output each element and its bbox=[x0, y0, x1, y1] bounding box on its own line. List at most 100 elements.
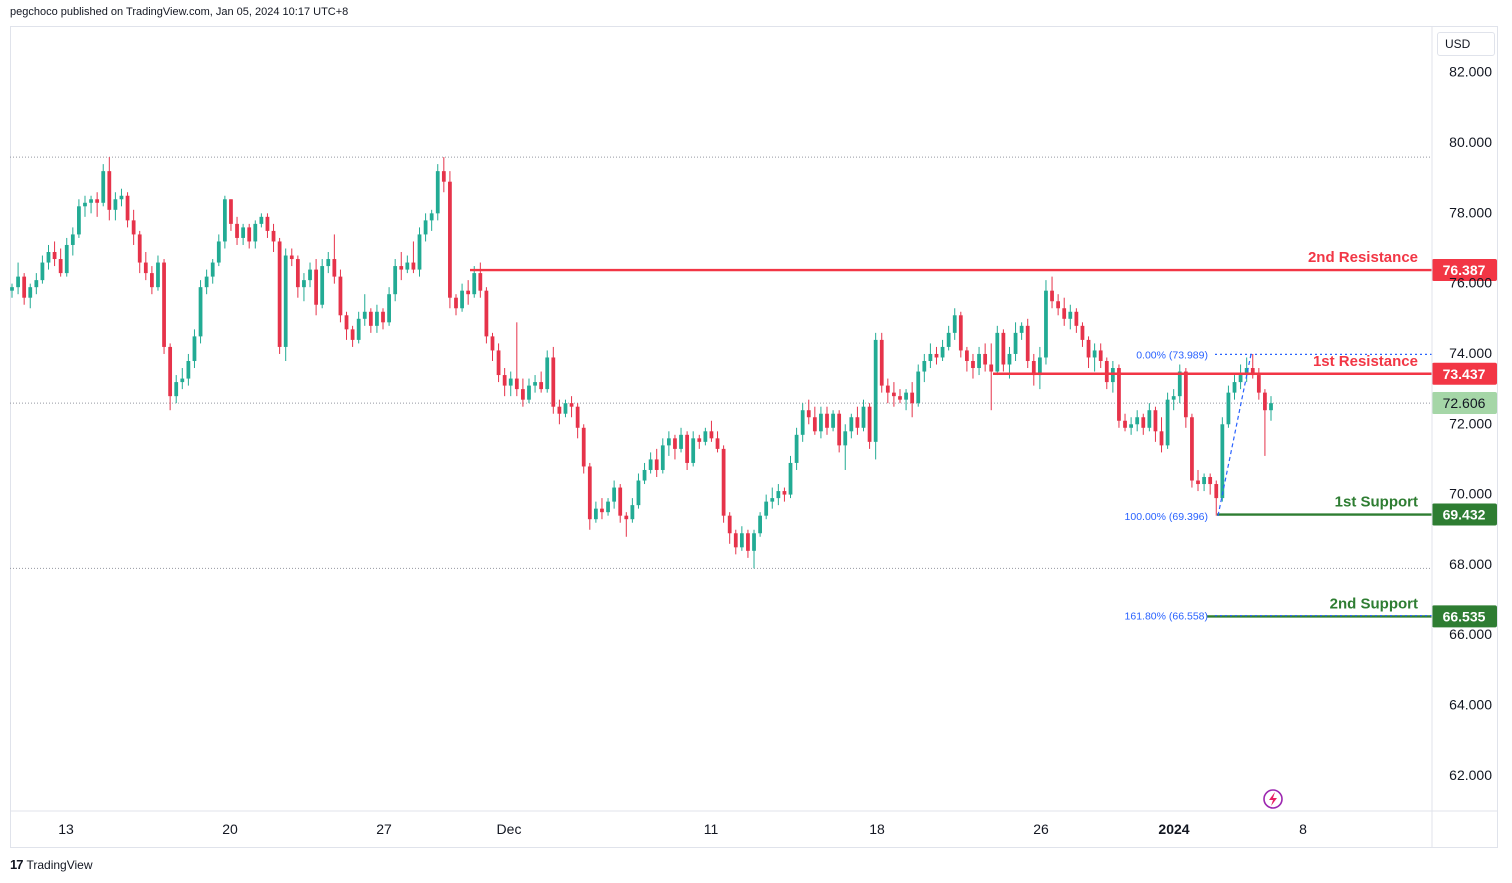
candle-body bbox=[156, 262, 160, 288]
candle-body bbox=[1244, 368, 1249, 376]
price-tick-label: 68.000 bbox=[1449, 556, 1492, 572]
candle-body bbox=[216, 241, 221, 263]
candle-body bbox=[1202, 477, 1206, 485]
candle-body bbox=[691, 438, 696, 463]
candle-body bbox=[362, 311, 367, 319]
candle-body bbox=[64, 244, 69, 274]
level-price-label: 69.432 bbox=[1443, 507, 1486, 523]
candle-body bbox=[1141, 417, 1146, 428]
candle-body bbox=[782, 491, 787, 495]
candle-body bbox=[1190, 417, 1194, 481]
candle-body bbox=[1183, 371, 1188, 418]
price-tick-label: 76.000 bbox=[1449, 275, 1492, 291]
candle-body bbox=[940, 346, 945, 358]
candle-body bbox=[1208, 477, 1213, 485]
candle-body bbox=[946, 332, 951, 347]
candle-body bbox=[405, 262, 410, 270]
candle-body bbox=[581, 427, 586, 467]
candle-body bbox=[460, 290, 464, 309]
candle-body bbox=[679, 434, 683, 449]
candle-body bbox=[186, 360, 191, 379]
candle-body bbox=[1068, 311, 1073, 319]
candle-body bbox=[1226, 392, 1231, 425]
candle-body bbox=[454, 297, 458, 309]
candle-body bbox=[10, 287, 14, 291]
candle-body bbox=[843, 431, 848, 446]
candle-body bbox=[22, 276, 27, 298]
candle-body bbox=[478, 273, 483, 291]
tradingview-brand[interactable]: 17 TradingView bbox=[10, 857, 93, 872]
candle-body bbox=[806, 410, 811, 418]
candle-body bbox=[107, 171, 112, 210]
candle-body bbox=[660, 445, 665, 470]
candle-body bbox=[314, 269, 318, 305]
candle-body bbox=[502, 375, 507, 386]
level-price-badge bbox=[1432, 605, 1497, 628]
candle-body bbox=[1129, 424, 1133, 428]
candle-body bbox=[271, 230, 276, 242]
candle-body bbox=[1263, 392, 1267, 411]
time-tick-label: 2024 bbox=[1158, 821, 1189, 837]
fib-label: 100.00% (69.396) bbox=[1125, 511, 1208, 523]
candle-body bbox=[70, 234, 75, 245]
candle-body bbox=[399, 266, 404, 270]
time-tick-label: 26 bbox=[1033, 821, 1049, 837]
candle-body bbox=[545, 357, 550, 390]
fib-label: 0.00% (73.989) bbox=[1136, 349, 1208, 361]
candle-body bbox=[344, 315, 349, 330]
candle-body bbox=[849, 417, 854, 432]
price-tick-label: 64.000 bbox=[1449, 697, 1492, 713]
candle-body bbox=[222, 199, 227, 242]
price-axis[interactable]: 82.000 80.000 78.000 76.000 74.000 72.000 70.0… bbox=[1431, 27, 1492, 848]
candle-body bbox=[916, 371, 921, 404]
candle-body bbox=[551, 357, 556, 407]
candle-body bbox=[721, 448, 726, 516]
candle-body bbox=[508, 378, 513, 386]
brand-text: TradingView bbox=[26, 857, 93, 872]
candle-body bbox=[539, 382, 544, 390]
candle-body bbox=[174, 382, 179, 397]
candle-body bbox=[1135, 417, 1140, 425]
candle-body bbox=[125, 195, 130, 221]
candle-body bbox=[958, 315, 963, 351]
candle-body bbox=[356, 318, 361, 340]
candle-body bbox=[381, 311, 385, 323]
candle-body bbox=[46, 252, 51, 263]
candle-body bbox=[472, 273, 477, 295]
candle-body bbox=[575, 406, 580, 428]
candle-body bbox=[624, 515, 629, 520]
candle-body bbox=[192, 336, 197, 361]
candle-body bbox=[715, 438, 720, 449]
candle-body bbox=[1232, 382, 1237, 393]
candle-body bbox=[819, 413, 823, 432]
lightning-icon[interactable] bbox=[1263, 789, 1283, 809]
candle-body bbox=[168, 346, 173, 397]
candle-body bbox=[1031, 360, 1036, 376]
candle-body bbox=[283, 255, 288, 347]
time-tick-label: 8 bbox=[1299, 821, 1307, 837]
candle-body bbox=[630, 505, 635, 520]
candle-body bbox=[1214, 484, 1219, 499]
candle-body bbox=[289, 255, 294, 260]
candle-body bbox=[162, 262, 166, 347]
candle-body bbox=[77, 206, 81, 235]
candle-body bbox=[52, 252, 57, 260]
price-tick-label: 82.000 bbox=[1449, 64, 1492, 80]
candle-body bbox=[417, 234, 422, 270]
level-price-label: 76.387 bbox=[1443, 262, 1486, 278]
level-price-badge bbox=[1432, 362, 1497, 385]
level-price-badge bbox=[1432, 503, 1497, 526]
candle-body bbox=[965, 350, 969, 361]
currency-selector[interactable]: USD bbox=[1437, 32, 1495, 56]
candle-body bbox=[776, 491, 781, 499]
time-axis[interactable]: 13 20 27 Dec 11 18 26 2024 8 bbox=[10, 810, 1497, 837]
candle-body bbox=[259, 216, 264, 224]
candle-body bbox=[1001, 332, 1006, 365]
level-name: 1st Support bbox=[1335, 494, 1418, 511]
candle-body bbox=[204, 276, 209, 288]
candle-body bbox=[1092, 350, 1097, 358]
candle-body bbox=[521, 389, 525, 400]
candle-body bbox=[831, 413, 835, 428]
price-tick-label: 70.000 bbox=[1449, 486, 1492, 502]
